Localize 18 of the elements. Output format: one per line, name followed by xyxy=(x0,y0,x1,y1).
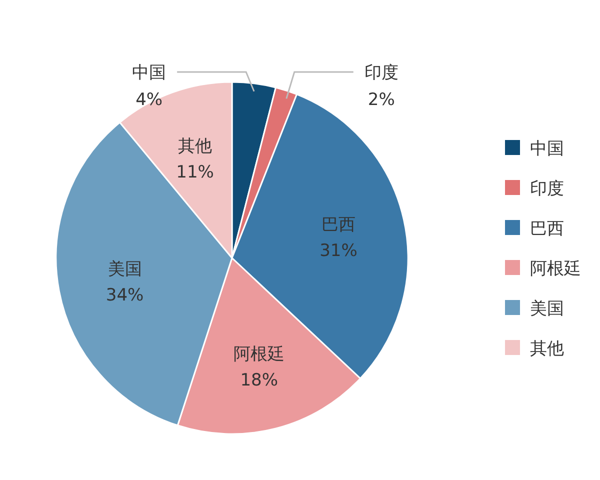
legend-label: 阿根廷 xyxy=(530,259,581,279)
slice-label: 阿根廷 xyxy=(234,344,285,365)
slice-label: 中国 xyxy=(132,63,166,83)
data-label: 4% xyxy=(136,90,163,110)
data-label: 2% xyxy=(368,90,395,110)
legend-label: 美国 xyxy=(530,299,564,319)
slice-label: 其他 xyxy=(178,136,212,156)
data-label: 34% xyxy=(106,285,144,306)
data-label: 11% xyxy=(176,162,214,182)
legend-label: 其他 xyxy=(530,339,564,359)
data-label: 31% xyxy=(320,241,358,262)
slice-label: 印度 xyxy=(364,63,398,83)
legend-label: 中国 xyxy=(530,139,564,159)
data-label: 18% xyxy=(240,370,278,391)
legend-label: 印度 xyxy=(530,179,564,199)
slice-label: 巴西 xyxy=(321,215,356,236)
slice-label: 美国 xyxy=(108,259,142,280)
legend-label: 巴西 xyxy=(530,219,564,239)
